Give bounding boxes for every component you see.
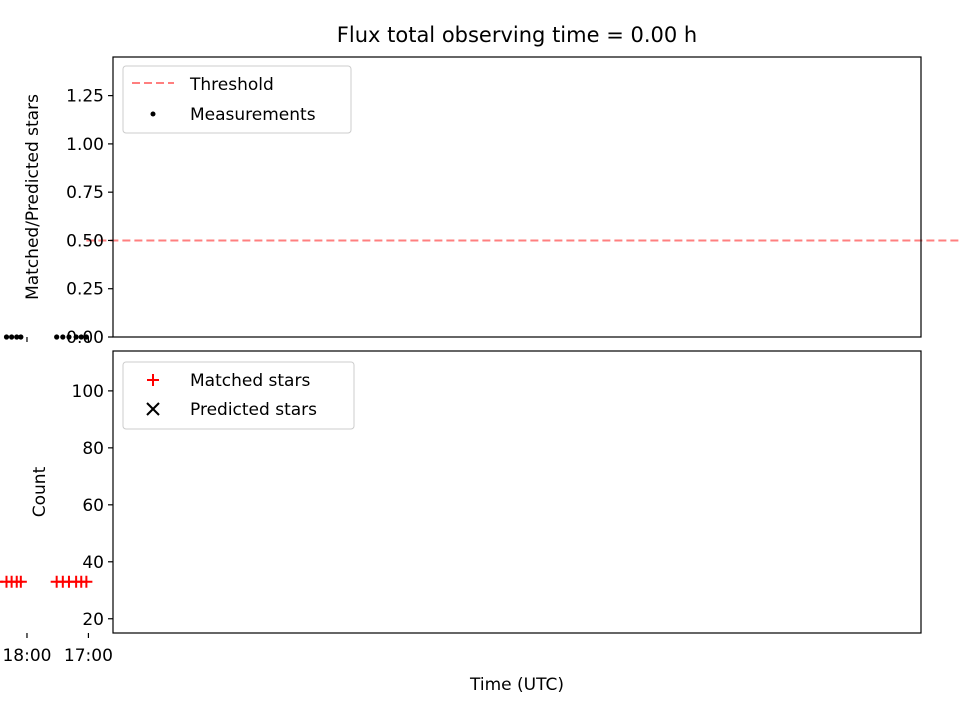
matched-stars-point (50, 575, 63, 588)
bottom-x-tick-label: 18:00 (2, 646, 51, 666)
bottom-y-tick-label: 80 (82, 439, 104, 459)
top-data-marks (3, 239, 960, 340)
top-y-tick-label: 0.00 (66, 328, 104, 348)
bottom-y-tick-label: 40 (82, 553, 104, 573)
measurement-point (78, 334, 84, 340)
legend-matched-swatch (147, 374, 159, 386)
bottom-y-axis-label: Count (30, 466, 50, 517)
top-legend: Threshold Measurements (122, 65, 352, 134)
top-legend-box (122, 65, 352, 134)
top-y-tick-label: 0.25 (66, 280, 104, 300)
top-panel: 0.00 0.25 0.50 0.75 1.00 1.25 Matched/Predict… (3, 56, 960, 348)
measurement-point (9, 334, 15, 340)
legend-predicted-swatch (146, 402, 160, 416)
measurement-point (54, 334, 60, 340)
legend-predicted-label: Predicted stars (190, 400, 317, 420)
bottom-legend-box (122, 361, 355, 430)
bottom-y-tick-label: 60 (82, 496, 104, 516)
top-axes-frame (112, 56, 922, 338)
legend-measurements-swatch (150, 111, 156, 117)
measurement-point (3, 334, 10, 340)
measurement-point (73, 334, 79, 340)
legend-matched-label: Matched stars (190, 371, 310, 391)
bottom-y-ticks: 20 40 60 80 100 (72, 382, 113, 630)
measurement-point (60, 334, 66, 340)
top-y-tick-label: 0.75 (66, 183, 104, 203)
bottom-y-tick-label: 20 (82, 610, 104, 630)
top-x-ticks (26, 337, 90, 342)
top-y-ticks: 0.00 0.25 0.50 0.75 1.00 1.25 (66, 87, 113, 348)
measurement-point (18, 334, 24, 340)
bottom-x-tick-label: 17:00 (64, 646, 113, 666)
bottom-legend: Matched stars Predicted stars (122, 361, 355, 430)
measurement-point (66, 334, 72, 340)
top-y-tick-label: 1.00 (66, 135, 104, 155)
bottom-x-ticks: 17:0018:0019:0020:0021:0022:0023:0000:00… (2, 633, 113, 666)
measurement-point (14, 334, 20, 340)
top-y-axis-label: Matched/Predicted stars (23, 94, 43, 300)
matched-stars-point (0, 580, 4, 583)
top-y-tick-label: 1.25 (66, 87, 104, 107)
top-y-tick-label: 0.50 (66, 231, 104, 251)
bottom-axes-frame (112, 350, 922, 634)
bottom-data-marks (0, 575, 93, 588)
legend-measurements-label: Measurements (190, 105, 316, 125)
bottom-x-axis-label: Time (UTC) (469, 675, 564, 695)
figure-title: Flux total observing time = 0.00 h (337, 23, 697, 47)
legend-threshold-label: Threshold (189, 75, 274, 95)
measurement-point (83, 334, 89, 340)
bottom-y-tick-label: 100 (72, 382, 104, 402)
